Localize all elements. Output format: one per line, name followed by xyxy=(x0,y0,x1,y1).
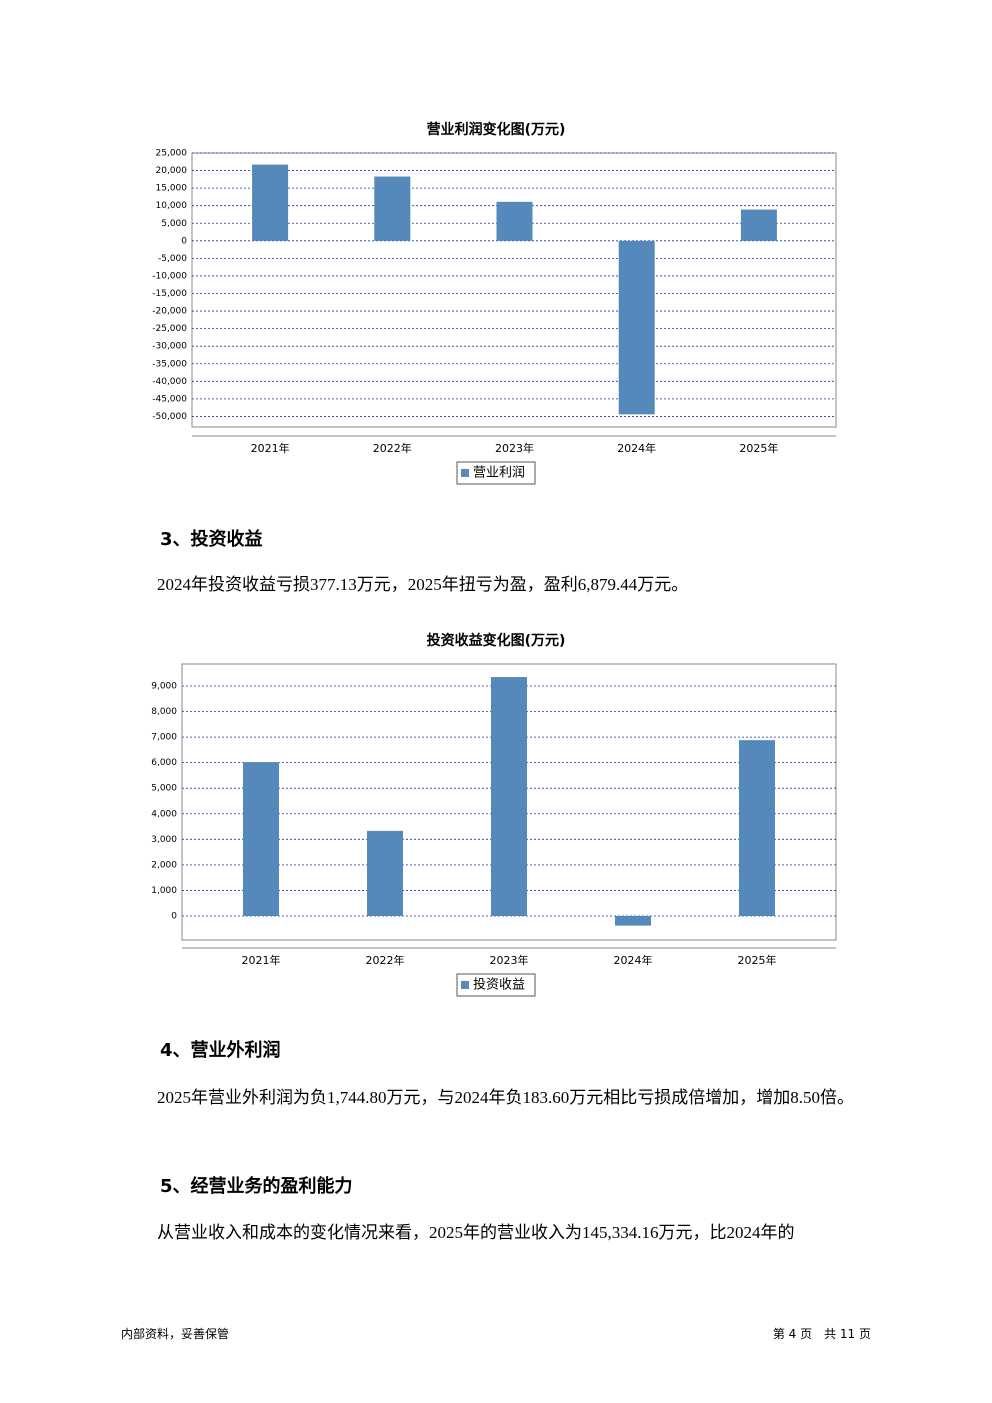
bar xyxy=(252,164,289,241)
y-tick-label: 9,000 xyxy=(151,681,177,691)
x-tick-label: 2023年 xyxy=(495,441,534,455)
legend-box xyxy=(456,461,536,485)
footer-right: 第 4 页 共 11 页 xyxy=(772,1327,871,1341)
section-heading: 4、营业外利润 xyxy=(160,1040,281,1061)
bar xyxy=(496,201,533,241)
y-tick-label: -15,000 xyxy=(152,289,187,299)
x-tick-label: 2025年 xyxy=(738,953,777,967)
y-tick-label: -25,000 xyxy=(152,324,187,334)
chart-title: 投资收益变化图(万元) xyxy=(427,632,566,649)
x-tick-label: 2024年 xyxy=(617,441,656,455)
y-tick-label: -45,000 xyxy=(152,394,187,404)
plot-area xyxy=(191,152,837,428)
y-tick-label: 3,000 xyxy=(151,835,177,845)
legend-box xyxy=(456,973,536,997)
y-tick-label: -40,000 xyxy=(152,377,187,387)
y-tick-label: -35,000 xyxy=(152,359,187,369)
y-tick-label: -5,000 xyxy=(158,254,187,264)
bar xyxy=(615,915,651,926)
plot-area xyxy=(181,663,837,941)
y-tick-label: 1,000 xyxy=(151,886,177,896)
y-tick-label: 0 xyxy=(181,236,187,246)
paragraph: 2024年投资收益亏损377.13万元，2025年扭亏为盈，盈利6,879.44… xyxy=(157,575,689,594)
y-tick-label: 25,000 xyxy=(156,149,188,159)
y-tick-label: 0 xyxy=(171,911,177,921)
x-tick-label: 2021年 xyxy=(242,953,281,967)
bar xyxy=(367,830,403,916)
x-tick-label: 2023年 xyxy=(490,953,529,967)
chart-title: 营业利润变化图(万元) xyxy=(427,121,566,138)
legend-label: 营业利润 xyxy=(473,466,525,481)
section-heading: 5、经营业务的盈利能力 xyxy=(160,1176,353,1197)
y-tick-label: 15,000 xyxy=(156,184,188,194)
bar xyxy=(740,209,777,241)
legend-label: 投资收益 xyxy=(473,977,525,993)
y-tick-label: 5,000 xyxy=(151,784,177,794)
y-tick-label: 2,000 xyxy=(151,860,177,870)
footer-left: 内部资料，妥善保管 xyxy=(121,1327,230,1341)
y-tick-label: 8,000 xyxy=(151,707,177,717)
legend-swatch xyxy=(461,469,469,477)
x-tick-label: 2021年 xyxy=(251,441,290,455)
y-tick-label: -30,000 xyxy=(152,342,187,352)
bar xyxy=(374,176,411,241)
section-heading: 3、投资收益 xyxy=(160,529,263,550)
x-tick-label: 2024年 xyxy=(614,953,653,967)
y-tick-label: 6,000 xyxy=(151,758,177,768)
y-tick-label: 5,000 xyxy=(161,219,187,229)
y-tick-label: -50,000 xyxy=(152,412,187,422)
bar xyxy=(739,740,775,916)
y-tick-label: 10,000 xyxy=(156,201,188,211)
bar xyxy=(618,240,655,415)
y-tick-label: -20,000 xyxy=(152,307,187,317)
x-tick-label: 2022年 xyxy=(366,953,405,967)
y-tick-label: 20,000 xyxy=(156,166,188,176)
paragraph: 从营业收入和成本的变化情况来看，2025年的营业收入为145,334.16万元，… xyxy=(157,1223,795,1242)
y-tick-label: -10,000 xyxy=(152,271,187,281)
x-tick-label: 2025年 xyxy=(739,441,778,455)
y-tick-label: 7,000 xyxy=(151,733,177,743)
bar xyxy=(243,762,279,916)
paragraph: 2025年营业外利润为负1,744.80万元，与2024年负183.60万元相比… xyxy=(157,1088,854,1107)
y-tick-label: 4,000 xyxy=(151,809,177,819)
legend-swatch xyxy=(461,981,469,989)
bar xyxy=(491,677,527,916)
x-tick-label: 2022年 xyxy=(373,441,412,455)
